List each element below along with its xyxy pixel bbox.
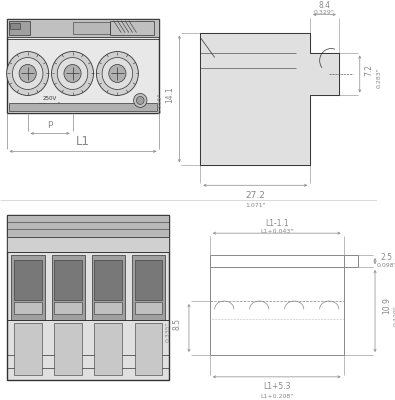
Bar xyxy=(94,323,122,375)
Text: 7.2: 7.2 xyxy=(365,64,374,76)
Text: 0.329": 0.329" xyxy=(314,10,335,15)
Text: 0.335": 0.335" xyxy=(166,322,171,342)
Text: 1.071": 1.071" xyxy=(245,203,265,208)
Bar xyxy=(94,302,122,314)
Text: L1: L1 xyxy=(76,135,90,148)
Text: P: P xyxy=(47,121,53,130)
Circle shape xyxy=(57,58,88,90)
Text: 10.9: 10.9 xyxy=(382,298,391,314)
Bar xyxy=(11,255,45,320)
Bar xyxy=(9,104,158,112)
Text: L1-1.1: L1-1.1 xyxy=(265,219,289,228)
Circle shape xyxy=(136,96,144,104)
Bar xyxy=(110,21,154,34)
Text: 8.4: 8.4 xyxy=(318,1,331,10)
Text: L1+0.043": L1+0.043" xyxy=(260,229,293,234)
Text: 0.429": 0.429" xyxy=(393,306,395,326)
Text: 8.5: 8.5 xyxy=(173,318,182,330)
Bar xyxy=(52,255,85,320)
Text: 27.2: 27.2 xyxy=(245,191,265,200)
Circle shape xyxy=(7,52,49,96)
Text: 2.5mm²: 2.5mm² xyxy=(39,103,60,108)
Bar xyxy=(9,21,30,34)
Text: 0.555": 0.555" xyxy=(158,93,163,113)
Bar xyxy=(132,255,165,320)
Text: 2.5: 2.5 xyxy=(380,253,393,262)
Circle shape xyxy=(51,52,94,96)
Bar xyxy=(55,323,82,375)
Text: L1+5.3: L1+5.3 xyxy=(263,382,290,391)
Bar xyxy=(7,215,169,380)
Bar xyxy=(55,260,82,300)
Text: L1+0.208": L1+0.208" xyxy=(260,394,293,399)
Polygon shape xyxy=(200,32,339,165)
Bar xyxy=(14,302,42,314)
Bar xyxy=(135,260,162,300)
Circle shape xyxy=(96,52,138,96)
Bar xyxy=(55,302,82,314)
Bar xyxy=(7,19,159,36)
Bar xyxy=(73,22,110,34)
Text: 0.098": 0.098" xyxy=(376,262,395,268)
Bar xyxy=(135,302,162,314)
Bar xyxy=(135,323,162,375)
Circle shape xyxy=(64,64,81,82)
Bar xyxy=(14,323,42,375)
Bar xyxy=(7,237,169,252)
Circle shape xyxy=(19,64,36,82)
Text: 0.283": 0.283" xyxy=(376,68,381,88)
Bar xyxy=(7,215,169,237)
Bar xyxy=(14,260,42,300)
Bar xyxy=(94,260,122,300)
Circle shape xyxy=(12,58,43,90)
Text: 250V: 250V xyxy=(43,96,57,101)
Text: 14.1: 14.1 xyxy=(166,86,174,103)
Bar xyxy=(92,255,125,320)
Circle shape xyxy=(134,94,147,108)
Circle shape xyxy=(102,58,133,90)
Bar xyxy=(7,19,159,114)
Bar xyxy=(11,23,20,28)
Circle shape xyxy=(109,64,126,82)
